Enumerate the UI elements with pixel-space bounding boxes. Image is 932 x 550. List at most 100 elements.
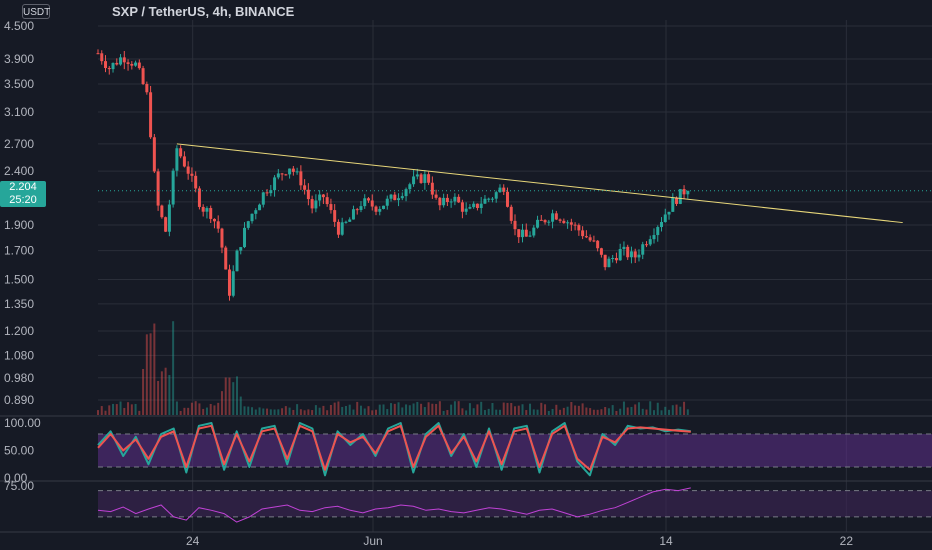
candle-body	[577, 225, 581, 231]
price-tick-label: 3.500	[4, 77, 34, 91]
candle-body	[566, 222, 570, 224]
candle-body	[397, 198, 401, 201]
volume-bar	[262, 408, 265, 415]
volume-bar	[220, 391, 223, 415]
volume-bar	[453, 401, 456, 415]
volume-bar	[495, 409, 498, 415]
volume-bar	[502, 402, 505, 415]
volume-bar	[269, 409, 272, 415]
candle-body	[190, 173, 194, 176]
volume-bar	[352, 409, 355, 415]
candle-body	[306, 189, 310, 200]
candle-body	[460, 202, 464, 212]
volume-bar	[277, 409, 280, 415]
candle-body	[464, 208, 468, 212]
volume-bar	[341, 406, 344, 415]
volume-bar	[483, 410, 486, 415]
volume-bar	[529, 403, 532, 415]
candle-body	[175, 148, 179, 171]
candle-body	[648, 239, 652, 245]
volume-bar	[517, 405, 520, 415]
volume-bar	[491, 403, 494, 415]
candle-body	[258, 204, 262, 211]
volume-bar	[480, 401, 483, 415]
volume-bar	[525, 410, 528, 415]
price-tick-label: 0.890	[4, 393, 34, 407]
candle-body	[152, 137, 156, 172]
volume-bar	[472, 408, 475, 415]
candle-body	[284, 174, 288, 176]
candle-body	[686, 190, 690, 195]
candle-body	[641, 244, 645, 255]
volume-bar	[314, 405, 317, 415]
volume-bar	[213, 405, 216, 415]
price-unit-label[interactable]: USDT	[22, 4, 50, 19]
volume-bar	[232, 382, 235, 415]
candle-body	[291, 168, 295, 172]
volume-bar	[581, 403, 584, 415]
volume-bar	[127, 402, 130, 415]
volume-bar	[521, 404, 524, 415]
candle-body	[310, 199, 314, 209]
volume-bar	[236, 376, 238, 415]
volume-bar	[138, 410, 141, 415]
volume-bar	[273, 409, 276, 415]
volume-bar	[544, 404, 547, 415]
volume-bar	[416, 401, 419, 415]
volume-bar	[348, 404, 351, 415]
price-tick-label: 1.080	[4, 348, 34, 362]
time-tick-label: Jun	[363, 534, 382, 548]
candle-body	[340, 222, 344, 235]
rsi-band	[98, 490, 932, 517]
candle-body	[584, 236, 588, 238]
volume-bar	[653, 410, 655, 415]
rsi-tick-label: 75.00	[4, 479, 34, 493]
candle-body	[502, 187, 506, 192]
candles	[96, 49, 690, 301]
price-tick-label: 1.500	[4, 273, 34, 287]
trendline	[176, 143, 903, 224]
volume-bar	[487, 408, 490, 415]
volume-bar	[442, 410, 445, 415]
candle-body	[539, 219, 543, 221]
volume-bar	[157, 380, 160, 415]
price-tick-label: 1.350	[4, 297, 34, 311]
price-tick-label: 0.980	[4, 371, 34, 385]
candle-body	[622, 246, 626, 250]
candle-body	[675, 197, 679, 204]
time-tick-label: 14	[659, 534, 673, 548]
volume-bar	[179, 410, 182, 415]
stoch-line-2	[97, 424, 691, 471]
volume-bar	[656, 402, 659, 415]
volume-bar	[123, 407, 126, 415]
candle-body	[588, 237, 592, 241]
last-price-tag: 2.204 25:20	[0, 181, 46, 207]
volume-bar	[119, 401, 122, 415]
volume-bar	[645, 409, 648, 415]
volume-bar	[611, 405, 614, 415]
candle-body	[209, 208, 213, 219]
candle-body	[115, 62, 119, 65]
candle-body	[524, 229, 528, 237]
volume-bar	[190, 402, 193, 415]
volume-bar	[134, 403, 137, 415]
volume-bar	[408, 405, 411, 415]
volume-bar	[281, 408, 284, 415]
candle-body	[160, 205, 164, 218]
candle-body	[96, 53, 100, 55]
price-tick-label: 3.100	[4, 105, 34, 119]
candle-body	[554, 213, 558, 220]
candle-body	[412, 176, 416, 185]
price-tick-label: 1.700	[4, 244, 34, 258]
volume-bar	[333, 402, 336, 415]
volume-bar	[592, 409, 595, 415]
volume-bar	[153, 323, 156, 415]
volume-bar	[498, 409, 501, 415]
candle-body	[667, 211, 671, 215]
candle-body	[449, 201, 453, 203]
volume-bar	[228, 377, 231, 415]
volume-bar	[401, 407, 404, 415]
candle-body	[333, 210, 337, 222]
volume-bar	[303, 410, 306, 415]
